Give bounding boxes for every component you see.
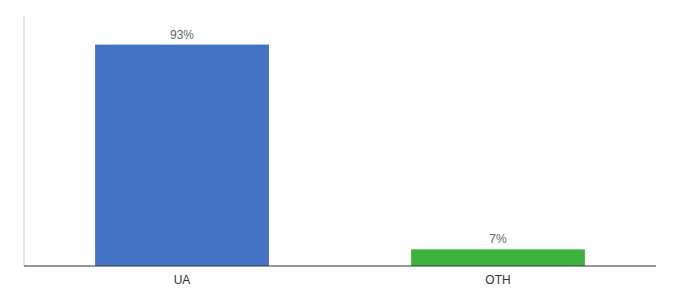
bar — [411, 249, 585, 266]
chart: UA OTH 93% 7% — [0, 0, 680, 300]
data-label: 93% — [170, 28, 194, 42]
bar — [95, 45, 269, 266]
x-tick-label: OTH — [485, 273, 510, 287]
x-tick-label: UA — [174, 273, 191, 287]
bars — [95, 45, 585, 266]
y-axis-line — [24, 16, 25, 266]
data-label: 7% — [489, 232, 507, 246]
x-axis-line — [24, 266, 656, 267]
chart-container: UA OTH 93% 7% — [0, 0, 680, 300]
